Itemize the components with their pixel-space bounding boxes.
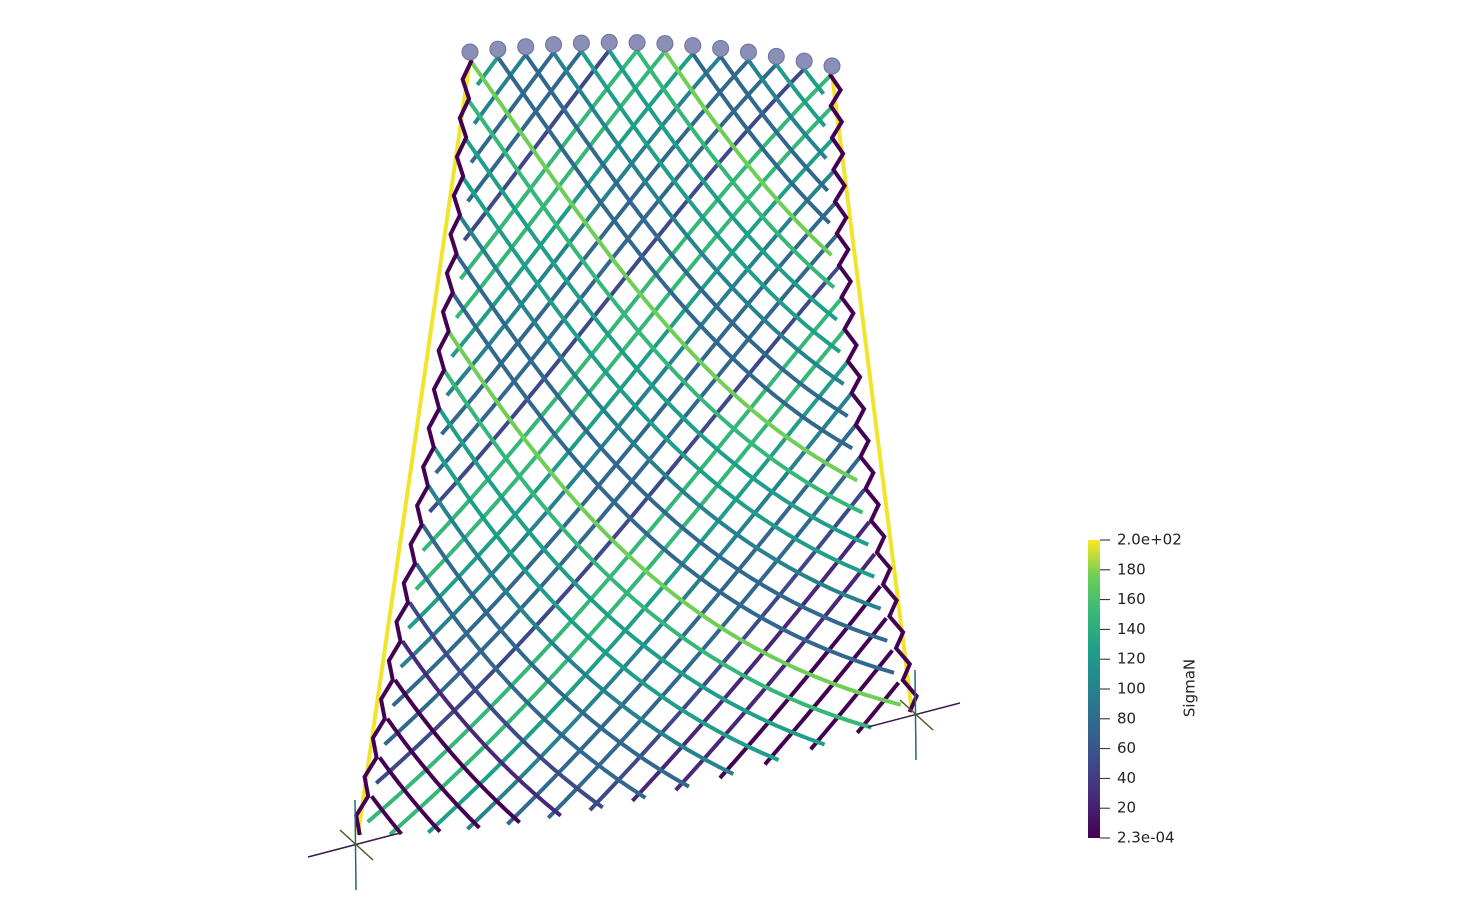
colorbar-tick-label: 2.3e-04 [1117,829,1175,847]
top-node [461,43,479,61]
top-node [712,40,730,58]
net-strand [674,552,877,792]
colorbar-tick-label: 160 [1117,590,1146,608]
colorbar-ticks: 2.0e+02 180 160 140 120 100 80 60 40 20 2.3e-04 [1100,531,1182,847]
colorbar-tick-label: 60 [1117,739,1136,757]
net-strand [469,51,556,164]
top-node [545,36,563,54]
colorbar-tick-label: 80 [1117,709,1136,727]
anchor-axis [307,832,401,858]
net-strand [546,456,862,820]
anchor-axis [899,699,934,731]
top-node [600,33,618,51]
colorbar-tick-label: 180 [1117,560,1146,578]
net-strand [442,368,873,730]
net-strand [407,136,836,630]
net-strand [366,296,844,824]
net-strand [465,97,864,515]
net-strand [440,58,750,436]
net-strand [579,50,842,354]
top-node [739,43,757,61]
net-strand [635,49,836,290]
net-strand [468,58,859,483]
colorbar-tick-label: 40 [1117,769,1136,787]
net-strand [551,51,845,386]
top-node [628,34,646,52]
top-node [823,57,841,75]
net-strand [385,717,481,830]
net-strand [663,50,833,257]
net-strand [437,407,826,747]
net-mesh [307,33,961,891]
net-strand [774,63,827,128]
anchor-axis [339,829,374,861]
net-strand [399,168,837,669]
net-strand [691,52,831,225]
colorbar-tick-label: 2.0e+02 [1117,531,1182,549]
net-strand [374,264,842,785]
net-strand [472,53,528,125]
colorbar-tick-label: 100 [1117,680,1146,698]
net-strand [400,640,562,818]
net-strand [506,424,857,826]
net-strand [457,213,882,611]
colorbar [1088,540,1100,838]
net-strand [432,446,780,762]
top-node [572,34,590,52]
net-strand [718,584,882,780]
edge-zigzag [354,59,474,836]
net-strand [802,67,826,96]
net-strand [524,53,849,418]
net-strand [496,56,854,451]
net-strand [466,49,583,203]
net-strand [463,136,870,547]
net-strand [391,200,838,708]
colorbar-title: SigmaN [1181,659,1199,717]
net-strand [414,104,835,591]
top-node [767,47,785,65]
top-node [684,37,702,55]
net-strand [450,52,695,358]
top-node [489,40,507,58]
edge-zigzag [827,72,919,713]
net-strand [462,49,611,242]
net-strand [763,616,888,766]
net-strand [370,795,403,836]
net-strand [718,55,830,193]
top-node [795,52,813,70]
colorbar-tick-label: 140 [1117,620,1146,638]
net-strand [434,63,778,475]
edge-rope [356,59,472,836]
net-strand [454,252,888,643]
net-strand [383,232,840,746]
net-strand [607,49,839,322]
net-strand [475,56,500,87]
net-strand [458,49,639,281]
net-strand [377,756,442,833]
colorbar-tick-label: 120 [1117,650,1146,668]
net-strand [631,520,871,803]
net-strand [388,328,847,836]
net-strand [454,50,667,320]
net-strand [414,562,647,800]
edge-rope [830,73,914,713]
net-strand [450,291,895,675]
net-strand [393,678,521,824]
anchor-axis [867,702,961,728]
net-strand [446,330,902,707]
top-node [517,38,535,56]
net-strand [746,58,828,160]
net-strand [407,601,604,810]
colorbar-tick-label: 20 [1117,799,1136,817]
net-strand [460,175,876,579]
net-strand [421,523,690,789]
top-node [656,35,674,53]
net-strand [421,72,834,552]
net-strand [426,360,850,834]
net-strand [427,485,735,776]
